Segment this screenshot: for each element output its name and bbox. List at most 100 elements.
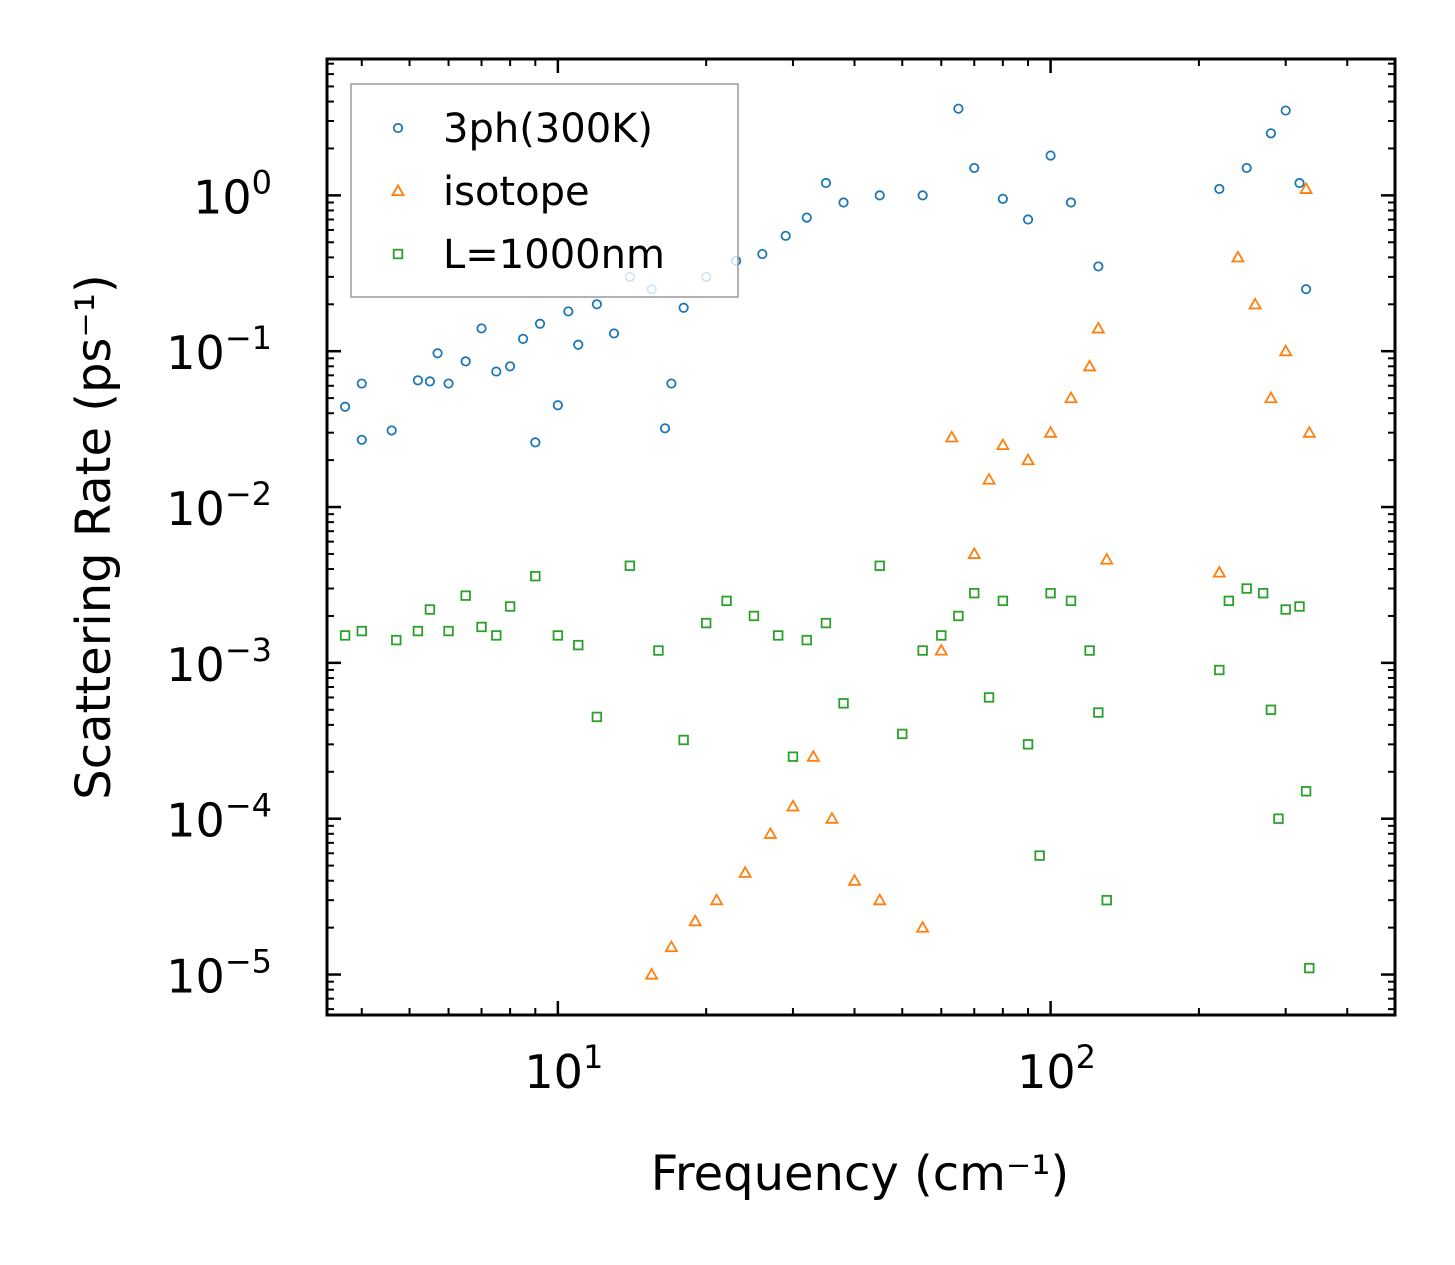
legend-label-3: L=1000nm	[443, 232, 665, 278]
data-point	[1223, 595, 1235, 607]
y-tick-label: 10−3	[166, 631, 272, 692]
axes-layer: 101 102 100 10−1 10−2 10−3 10−4 10−5	[166, 57, 1397, 1099]
data-point	[608, 328, 620, 339]
data-point	[917, 645, 928, 656]
series-2	[644, 181, 1317, 980]
data-point	[1214, 183, 1225, 195]
data-point	[824, 811, 840, 824]
data-point	[969, 587, 980, 599]
data-point	[424, 376, 436, 387]
data-point	[1063, 390, 1079, 404]
data-point	[678, 302, 689, 313]
legend-marker-2	[390, 183, 406, 197]
data-point	[763, 826, 778, 839]
legend: 3ph(300K) isotope L=1000nm	[350, 83, 739, 298]
data-point	[1248, 296, 1263, 310]
data-point	[917, 190, 928, 201]
data-point	[386, 425, 397, 436]
data-point	[1020, 452, 1036, 466]
x-tick-label: 102	[1017, 1038, 1096, 1099]
data-point	[1212, 565, 1227, 578]
data-point	[659, 423, 671, 434]
data-point	[443, 625, 454, 637]
y-tick-label: 10−2	[166, 475, 272, 536]
data-point	[801, 634, 812, 646]
data-point	[356, 625, 367, 637]
data-point	[530, 570, 541, 582]
data-point	[981, 472, 997, 485]
data-point	[953, 610, 964, 622]
data-point	[1084, 645, 1095, 656]
data-point	[748, 610, 760, 622]
data-point	[666, 378, 677, 389]
data-point	[1300, 786, 1312, 797]
data-point	[391, 634, 402, 646]
legend-marker-1	[392, 122, 404, 134]
data-point	[944, 430, 959, 443]
data-point	[897, 728, 908, 740]
data-point	[552, 400, 563, 411]
data-point	[757, 248, 768, 260]
data-point	[1022, 214, 1034, 225]
data-point	[1101, 894, 1112, 906]
data-point	[915, 920, 930, 933]
data-point	[995, 437, 1010, 451]
series-3	[339, 560, 1315, 974]
data-point	[491, 366, 502, 377]
data-point	[997, 595, 1009, 607]
x-tick-label: 101	[524, 1038, 603, 1099]
legend-label-2: isotope	[443, 169, 590, 215]
data-point	[967, 546, 982, 559]
data-point	[1241, 162, 1252, 174]
data-point	[476, 621, 487, 633]
data-point	[339, 630, 351, 641]
data-point	[787, 751, 799, 762]
data-point	[1045, 150, 1056, 161]
y-axis-label: Scattering Rate (ps⁻¹)	[66, 274, 122, 800]
data-point	[1065, 197, 1077, 208]
y-tick-label: 10−5	[166, 943, 272, 1004]
data-point	[1045, 587, 1056, 599]
data-point	[573, 639, 584, 651]
data-point	[1302, 425, 1317, 438]
data-point	[934, 643, 949, 656]
data-point	[412, 625, 424, 637]
y-tick-label: 10−4	[166, 787, 272, 848]
legend-marker-3	[392, 248, 404, 260]
data-point	[936, 630, 947, 641]
data-point	[983, 692, 995, 703]
data-point	[644, 967, 659, 980]
data-point	[460, 356, 471, 367]
data-point	[491, 630, 502, 641]
data-point	[1099, 552, 1114, 565]
data-point	[1265, 128, 1277, 139]
data-point	[806, 749, 821, 762]
data-point	[1065, 595, 1077, 607]
data-point	[820, 617, 832, 629]
data-point	[505, 361, 516, 372]
data-point	[1294, 601, 1305, 612]
data-point	[785, 799, 801, 812]
data-point	[838, 197, 849, 208]
data-point	[591, 711, 603, 723]
data-point	[1093, 707, 1104, 718]
data-point	[1082, 358, 1097, 372]
data-point	[738, 865, 753, 878]
data-point	[1230, 250, 1245, 263]
data-point	[688, 913, 703, 927]
data-point	[1280, 604, 1291, 615]
data-point	[801, 212, 812, 223]
data-point	[969, 162, 980, 174]
data-point	[624, 560, 636, 571]
data-point	[664, 939, 679, 953]
data-point	[997, 193, 1008, 204]
data-point	[838, 698, 849, 709]
legend-label-1: 3ph(300K)	[443, 106, 653, 152]
data-point	[874, 560, 885, 571]
data-point	[1280, 105, 1291, 116]
data-point	[476, 323, 487, 334]
y-tick-label: 10−1	[166, 319, 272, 380]
data-point	[552, 630, 564, 641]
data-point	[953, 103, 964, 114]
